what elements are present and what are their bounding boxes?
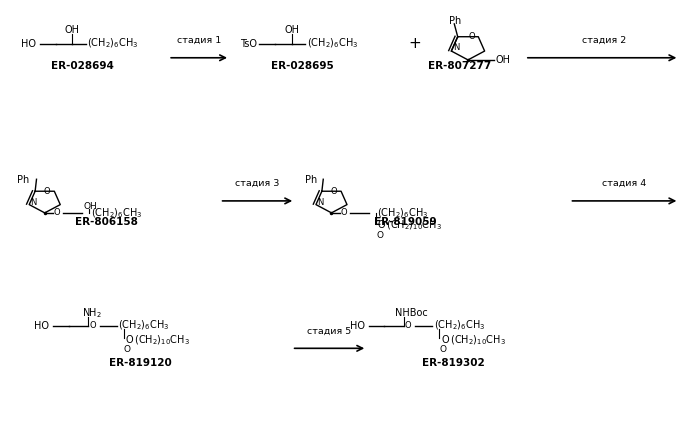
Text: NH$_2$: NH$_2$ <box>83 306 102 320</box>
Text: (CH$_2)_6$CH$_3$: (CH$_2)_6$CH$_3$ <box>377 206 428 220</box>
Text: N: N <box>31 198 37 207</box>
Text: Ph: Ph <box>449 17 462 27</box>
Text: ER-028694: ER-028694 <box>51 61 114 72</box>
Text: O: O <box>90 321 96 330</box>
Text: OH: OH <box>64 25 80 35</box>
Text: O: O <box>124 345 131 354</box>
Text: (CH$_2)_6$CH$_3$: (CH$_2)_6$CH$_3$ <box>434 319 485 333</box>
Text: O: O <box>405 321 412 330</box>
Text: O: O <box>468 32 475 41</box>
Text: стадия 5: стадия 5 <box>307 327 351 336</box>
Text: OH: OH <box>496 55 510 65</box>
Text: HO: HO <box>34 320 50 330</box>
Text: O: O <box>54 208 60 218</box>
Text: O: O <box>340 208 347 218</box>
Text: ER-807277: ER-807277 <box>428 61 491 71</box>
Text: O: O <box>330 187 337 196</box>
Text: O: O <box>376 231 383 240</box>
Text: O$\,$(CH$_2)_{10}$CH$_3$: O$\,$(CH$_2)_{10}$CH$_3$ <box>125 333 190 347</box>
Text: (CH$_2)_6$CH$_3$: (CH$_2)_6$CH$_3$ <box>118 319 169 333</box>
Text: стадия 3: стадия 3 <box>235 179 279 188</box>
Text: ER-819302: ER-819302 <box>421 358 484 368</box>
Text: O$\,$(CH$_2)_{10}$CH$_3$: O$\,$(CH$_2)_{10}$CH$_3$ <box>377 219 442 232</box>
Text: Ph: Ph <box>305 174 318 184</box>
Text: стадия 4: стадия 4 <box>602 179 647 188</box>
Text: +: + <box>409 36 421 51</box>
Text: NHBoc: NHBoc <box>395 308 427 318</box>
Text: (CH$_2)_6$CH$_3$: (CH$_2)_6$CH$_3$ <box>88 37 139 51</box>
Text: ER-819059: ER-819059 <box>374 217 436 227</box>
Text: ER-806158: ER-806158 <box>75 217 138 227</box>
Text: HO: HO <box>350 320 365 330</box>
Text: Ph: Ph <box>18 174 29 184</box>
Text: стадия 1: стадия 1 <box>177 36 221 45</box>
Text: HO: HO <box>21 39 36 49</box>
Text: O: O <box>439 345 446 354</box>
Text: (CH$_2)_6$CH$_3$: (CH$_2)_6$CH$_3$ <box>307 37 358 51</box>
Text: O: O <box>43 187 50 196</box>
Text: OH: OH <box>84 201 97 211</box>
Text: ER-819120: ER-819120 <box>109 358 172 368</box>
Text: N: N <box>453 43 459 52</box>
Text: ER-028695: ER-028695 <box>271 61 333 72</box>
Text: N: N <box>317 198 323 207</box>
Text: TsO: TsO <box>240 39 257 49</box>
Text: стадия 2: стадия 2 <box>582 36 626 45</box>
Text: OH: OH <box>284 25 299 35</box>
Text: O$\,$(CH$_2)_{10}$CH$_3$: O$\,$(CH$_2)_{10}$CH$_3$ <box>440 333 505 347</box>
Text: (CH$_2)_6$CH$_3$: (CH$_2)_6$CH$_3$ <box>91 206 142 220</box>
